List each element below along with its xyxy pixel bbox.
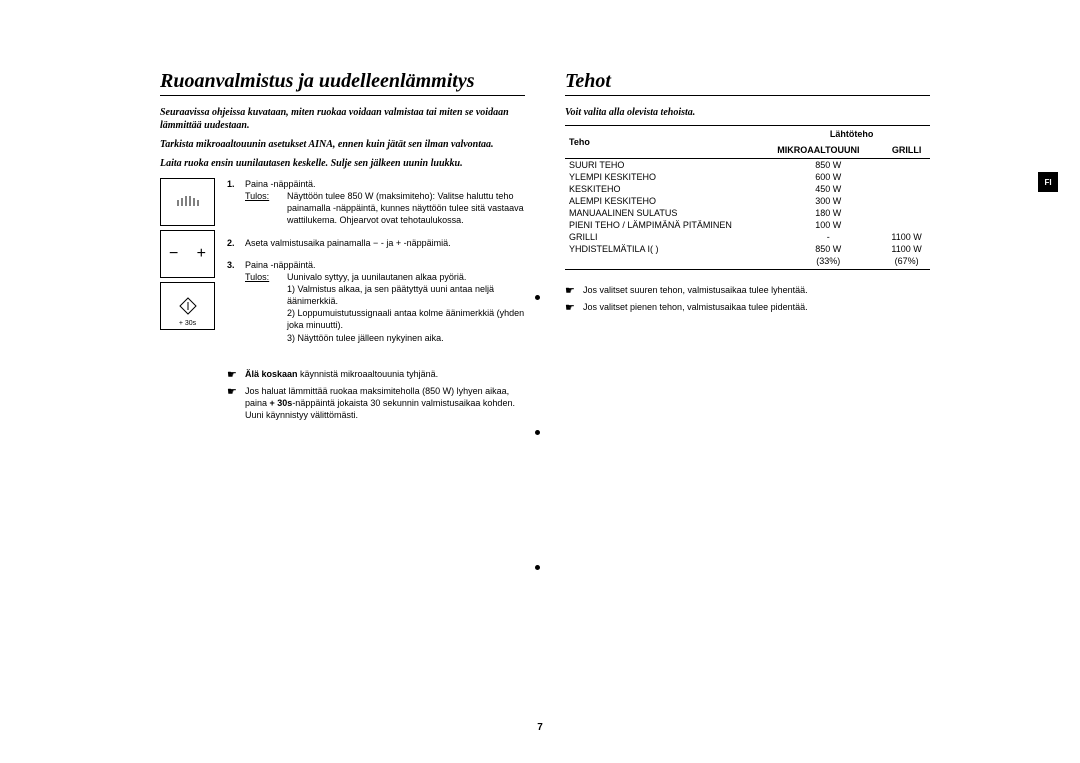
hole-icon	[535, 295, 540, 300]
left-note-1-text: Älä koskaan käynnistä mikroaaltouunia ty…	[245, 368, 525, 383]
right-note-1: ☛ Jos valitset suuren tehon, valmistusai…	[565, 284, 930, 299]
power-label: YLEMPI KESKITEHO	[565, 171, 773, 183]
intro-line-2: Tarkista mikroaaltouunin asetukset AINA,…	[160, 138, 525, 151]
table-row: YLEMPI KESKITEHO600 W	[565, 171, 930, 183]
right-title: Tehot	[565, 70, 930, 96]
right-subtitle: Voit valita alla olevista tehoista.	[565, 106, 930, 119]
micro-value: 300 W	[773, 195, 883, 207]
microwave-icon	[160, 178, 215, 226]
power-label: ALEMPI KESKITEHO	[565, 195, 773, 207]
step-1-body: Paina -näppäintä. Tulos: Näyttöön tulee …	[245, 178, 525, 227]
step-1-result-label: Tulos:	[245, 190, 287, 226]
power-label: YHDISTELMÄTILA I( )	[565, 243, 773, 255]
step-1-lead: Paina -näppäintä.	[245, 178, 525, 190]
grill-value: 1100 W	[883, 231, 930, 243]
intro-line-3: Laita ruoka ensin uunilautasen keskelle.…	[160, 157, 525, 170]
micro-value: -	[773, 231, 883, 243]
table-row: (33%)(67%)	[565, 255, 930, 270]
step-3-lead: Paina -näppäintä.	[245, 259, 525, 271]
step-3-num: 3.	[227, 259, 245, 344]
micro-value: 450 W	[773, 183, 883, 195]
micro-value: 850 W	[773, 243, 883, 255]
grill-value	[883, 159, 930, 172]
left-title: Ruoanvalmistus ja uudelleenlämmitys	[160, 70, 525, 96]
power-label: PIENI TEHO / LÄMPIMÄNÄ PITÄMINEN	[565, 219, 773, 231]
table-row: PIENI TEHO / LÄMPIMÄNÄ PITÄMINEN100 W	[565, 219, 930, 231]
micro-value: 100 W	[773, 219, 883, 231]
start-icon-label: + 30s	[179, 320, 196, 327]
micro-value: 850 W	[773, 159, 883, 172]
grill-value	[883, 171, 930, 183]
power-label: KESKITEHO	[565, 183, 773, 195]
steps-wrap: − + + 30s 1. Paina -näppäintä.	[160, 178, 525, 354]
th-output: Lähtöteho	[773, 126, 930, 143]
power-label	[565, 255, 773, 270]
grill-value: (67%)	[883, 255, 930, 270]
pointer-icon: ☛	[565, 284, 583, 299]
micro-value: 180 W	[773, 207, 883, 219]
plus-minus-icon: − +	[160, 230, 215, 278]
right-note-2: ☛ Jos valitset pienen tehon, valmistusai…	[565, 301, 930, 316]
step-2: 2. Aseta valmistusaika painamalla − - ja…	[227, 237, 525, 249]
step-3-result-text: Uunivalo syttyy, ja uunilautanen alkaa p…	[287, 271, 525, 344]
grill-value	[883, 219, 930, 231]
start-icon: + 30s	[160, 282, 215, 330]
grill-value	[883, 183, 930, 195]
minus-icon: −	[169, 245, 178, 263]
pointer-icon: ☛	[565, 301, 583, 316]
right-note-1-text: Jos valitset suuren tehon, valmistusaika…	[583, 284, 930, 299]
pointer-icon: ☛	[227, 368, 245, 383]
right-note-2-text: Jos valitset pienen tehon, valmistusaika…	[583, 301, 930, 316]
step-3-result-label: Tulos:	[245, 271, 287, 344]
left-column: Ruoanvalmistus ja uudelleenlämmitys Seur…	[160, 70, 525, 710]
table-row: ALEMPI KESKITEHO300 W	[565, 195, 930, 207]
left-note-1: ☛ Älä koskaan käynnistä mikroaaltouunia …	[227, 368, 525, 383]
left-note-2: ☛ Jos haluat lämmittää ruokaa maksimiteh…	[227, 385, 525, 421]
icon-stack: − + + 30s	[160, 178, 215, 354]
language-tab: FI	[1038, 172, 1058, 192]
left-note-2-text: Jos haluat lämmittää ruokaa maksimitehol…	[245, 385, 525, 421]
left-notes: ☛ Älä koskaan käynnistä mikroaaltouunia …	[227, 368, 525, 421]
micro-value: (33%)	[773, 255, 883, 270]
step-3-body: Paina -näppäintä. Tulos: Uunivalo syttyy…	[245, 259, 525, 344]
power-label: MANUAALINEN SULATUS	[565, 207, 773, 219]
power-label: GRILLI	[565, 231, 773, 243]
intro-line-1: Seuraavissa ohjeissa kuvataan, miten ruo…	[160, 106, 525, 132]
table-row: SUURI TEHO850 W	[565, 159, 930, 172]
power-table: Teho Lähtöteho MIKROAALTOUUNI GRILLI SUU…	[565, 125, 930, 270]
step-2-body: Aseta valmistusaika painamalla − - ja + …	[245, 237, 525, 249]
th-micro: MIKROAALTOUUNI	[773, 142, 883, 159]
plus-icon: +	[197, 245, 206, 263]
power-label: SUURI TEHO	[565, 159, 773, 172]
pointer-icon: ☛	[227, 385, 245, 421]
th-power: Teho	[565, 126, 773, 159]
grill-value	[883, 195, 930, 207]
table-row: MANUAALINEN SULATUS180 W	[565, 207, 930, 219]
step-3: 3. Paina -näppäintä. Tulos: Uunivalo syt…	[227, 259, 525, 344]
hole-icon	[535, 430, 540, 435]
page: Ruoanvalmistus ja uudelleenlämmitys Seur…	[160, 70, 930, 710]
table-row: YHDISTELMÄTILA I( )850 W1100 W	[565, 243, 930, 255]
step-1-num: 1.	[227, 178, 245, 227]
micro-value: 600 W	[773, 171, 883, 183]
grill-value	[883, 207, 930, 219]
step-1: 1. Paina -näppäintä. Tulos: Näyttöön tul…	[227, 178, 525, 227]
right-notes: ☛ Jos valitset suuren tehon, valmistusai…	[565, 284, 930, 316]
table-row: KESKITEHO450 W	[565, 183, 930, 195]
table-row: GRILLI-1100 W	[565, 231, 930, 243]
right-column: Tehot Voit valita alla olevista tehoista…	[565, 70, 930, 710]
step-1-result: Tulos: Näyttöön tulee 850 W (maksimiteho…	[245, 190, 525, 226]
step-2-lead: Aseta valmistusaika painamalla − - ja + …	[245, 237, 525, 249]
page-number: 7	[0, 722, 1080, 733]
th-grill: GRILLI	[883, 142, 930, 159]
step-3-result: Tulos: Uunivalo syttyy, ja uunilautanen …	[245, 271, 525, 344]
step-2-num: 2.	[227, 237, 245, 249]
binder-holes	[535, 295, 540, 570]
step-1-result-text: Näyttöön tulee 850 W (maksimiteho): Vali…	[287, 190, 525, 226]
hole-icon	[535, 565, 540, 570]
grill-value: 1100 W	[883, 243, 930, 255]
steps-text: 1. Paina -näppäintä. Tulos: Näyttöön tul…	[227, 178, 525, 354]
